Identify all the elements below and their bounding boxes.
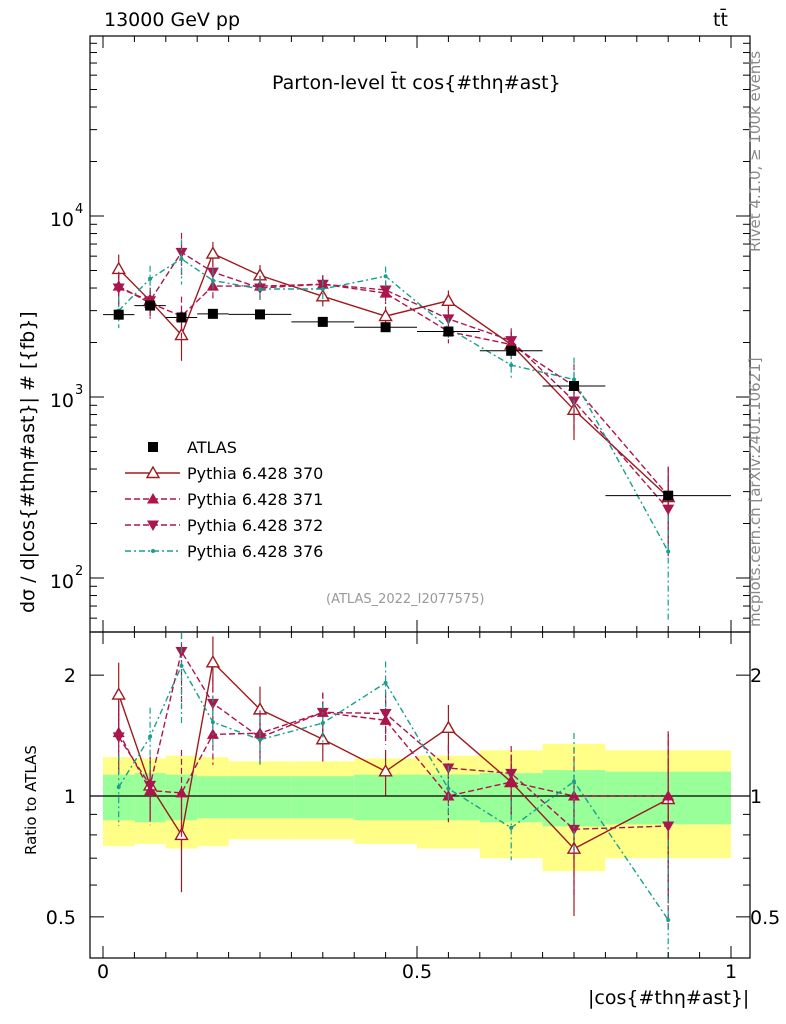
data-point	[207, 308, 218, 319]
ratio-marker	[666, 917, 671, 922]
legend-marker-atlas	[148, 442, 158, 452]
ratio-marker	[116, 785, 121, 790]
ratio-marker	[446, 786, 451, 791]
ratio-marker	[378, 763, 393, 777]
y-tick-exponent: 3	[75, 383, 83, 398]
series-marker	[179, 256, 184, 261]
y-tick-label: 10	[50, 209, 74, 231]
ratio-marker	[509, 825, 514, 830]
legend-label: Pythia 6.428 376	[187, 542, 323, 561]
ratio-marker	[505, 776, 518, 787]
series-marker	[258, 287, 262, 292]
x-tick-label: 0.5	[402, 961, 432, 983]
series-marker	[379, 285, 392, 297]
series-marker	[148, 276, 153, 281]
ratio-marker	[144, 780, 157, 792]
x-tick-label: 1	[725, 961, 737, 983]
ratio-marker	[315, 731, 331, 745]
ratio-tick-label: 1	[64, 786, 76, 808]
ratio-marker	[210, 720, 215, 725]
ratio-marker	[662, 821, 675, 832]
series-marker	[210, 278, 215, 283]
x-axis-label: |cos{#thη#ast}|	[588, 987, 750, 1009]
ratio-marker	[179, 663, 184, 668]
y-tick-exponent: 4	[75, 202, 83, 217]
ratio-marker	[175, 786, 188, 798]
ratio-marker	[383, 680, 388, 685]
ratio-marker	[662, 790, 675, 801]
series-line	[118, 283, 669, 497]
uncertainty-band-green	[228, 776, 292, 819]
legend-marker	[151, 549, 155, 553]
series-marker	[383, 274, 388, 279]
series-marker	[175, 247, 188, 259]
ratio-tick-label-right: 2	[750, 665, 762, 687]
legend-label: Pythia 6.428 370	[187, 464, 323, 483]
process-label: tt̄	[713, 9, 728, 31]
chart-title: Parton-level t̄t cos{#thη#ast}	[272, 72, 561, 94]
uncertainty-band-green	[197, 776, 229, 819]
ratio-marker	[206, 698, 219, 710]
ratio-marker	[379, 709, 392, 720]
series-marker	[112, 283, 125, 295]
data-point	[113, 309, 124, 320]
source-label: mcplots.cern.ch [arXiv:2401.10621]	[746, 357, 764, 627]
ratio-marker	[505, 768, 518, 780]
series-marker	[505, 336, 518, 347]
series-line	[118, 251, 669, 510]
y-tick-label: 10	[50, 390, 74, 412]
series-marker	[205, 246, 221, 259]
ratio-marker	[258, 737, 262, 742]
ratio-marker	[441, 720, 456, 734]
data-point	[569, 381, 579, 392]
y-tick-label: 10	[50, 571, 74, 593]
energy-label: 13000 GeV pp	[104, 9, 241, 31]
rivet-version-label: Rivet 4.1.0, ≥ 100k events	[746, 50, 764, 252]
legend-label: ATLAS	[187, 438, 237, 457]
series-marker	[572, 377, 576, 382]
y-tick-exponent: 2	[75, 564, 83, 579]
series-marker	[320, 287, 325, 292]
data-point	[317, 316, 328, 327]
ratio-tick-label-right: 0.5	[750, 907, 780, 929]
legend-label: Pythia 6.428 372	[187, 516, 323, 535]
data-point	[255, 309, 265, 320]
data-point	[506, 345, 517, 356]
ratio-marker	[320, 721, 325, 726]
ratio-marker	[148, 734, 153, 739]
ratio-series-line	[118, 711, 669, 797]
ratio-marker	[572, 779, 576, 784]
analysis-watermark: (ATLAS_2022_I2077575)	[326, 592, 485, 607]
ratio-marker	[112, 732, 125, 743]
series-marker	[441, 293, 456, 307]
data-point	[145, 300, 156, 311]
ratio-tick-label: 0.5	[46, 907, 76, 929]
ratio-tick-label: 2	[64, 665, 76, 687]
data-point	[663, 490, 674, 501]
ratio-axis-label: Ratio to ATLAS	[22, 745, 40, 855]
ratio-frame	[89, 631, 751, 959]
series-marker	[662, 504, 675, 516]
ratio-tick-label-right: 1	[750, 786, 762, 808]
y-axis-label: dσ / d|cos{#thη#ast}| # [{fb}]	[17, 311, 39, 613]
series-marker	[666, 549, 671, 554]
ratio-marker	[111, 687, 126, 700]
series-marker	[509, 363, 514, 368]
series-marker	[378, 308, 393, 322]
ratio-marker	[205, 654, 221, 668]
data-point	[380, 322, 391, 333]
legend-marker	[145, 465, 161, 479]
x-tick-label: 0	[97, 961, 109, 983]
legend-label: Pythia 6.428 371	[187, 490, 323, 509]
series-line	[118, 252, 669, 498]
data-point	[443, 326, 454, 337]
legend-marker	[147, 520, 159, 531]
data-point	[176, 312, 187, 323]
uncertainty-band-green	[291, 776, 355, 819]
legend-marker	[147, 493, 159, 504]
ratio-marker	[568, 824, 580, 836]
